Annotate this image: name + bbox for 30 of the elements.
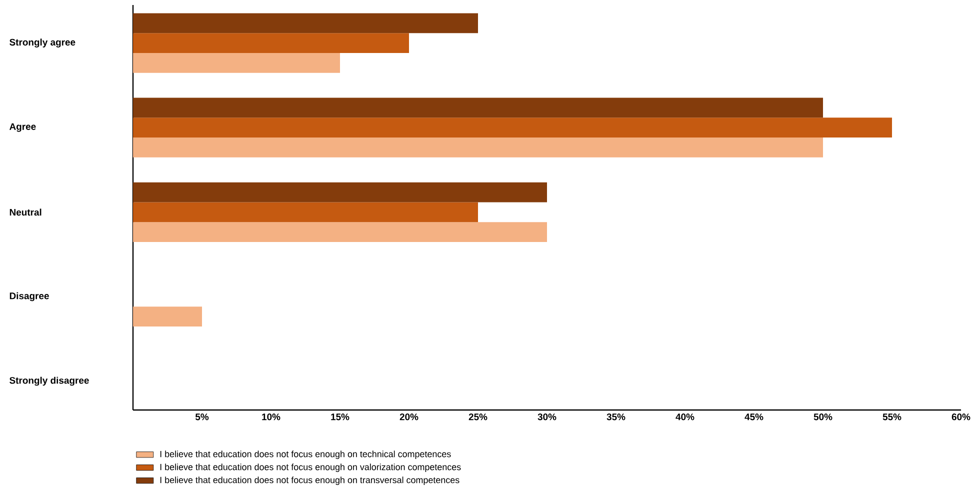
bar <box>133 118 892 138</box>
bar <box>133 182 547 202</box>
bar <box>133 306 202 327</box>
x-tick-label: 20% <box>400 414 418 420</box>
y-tick-label: Neutral <box>10 208 42 216</box>
legend-label: I believe that education does not focus enough on valorization competences <box>160 464 461 472</box>
x-tick-label: 50% <box>814 414 832 420</box>
x-tick-label: 60% <box>952 414 970 420</box>
x-tick-label: 15% <box>331 414 350 420</box>
x-tick-label: 5% <box>195 414 209 420</box>
bar <box>133 33 409 53</box>
y-tick-label: Strongly agree <box>10 38 76 48</box>
x-tick-label: 45% <box>744 414 764 420</box>
bar <box>133 52 340 73</box>
bar <box>133 138 824 158</box>
bar <box>133 202 478 222</box>
bar <box>133 222 547 242</box>
y-tick-label: Disagree <box>10 292 49 302</box>
x-tick-label: 35% <box>606 414 626 420</box>
x-tick-label: 40% <box>676 414 694 420</box>
bar <box>133 13 478 34</box>
x-tick-label: 55% <box>882 414 902 420</box>
legend-label: I believe that education does not focus enough on technical competences <box>160 450 451 459</box>
bar <box>133 98 824 118</box>
y-tick-label: Strongly disagree <box>10 376 89 386</box>
legend-label: I believe that education does not focus enough on transversal competences <box>160 476 460 485</box>
y-tick-label: Agree <box>10 123 36 132</box>
x-tick-label: 10% <box>262 414 280 420</box>
x-tick-label: 30% <box>538 414 556 420</box>
x-tick-label: 25% <box>468 414 488 420</box>
